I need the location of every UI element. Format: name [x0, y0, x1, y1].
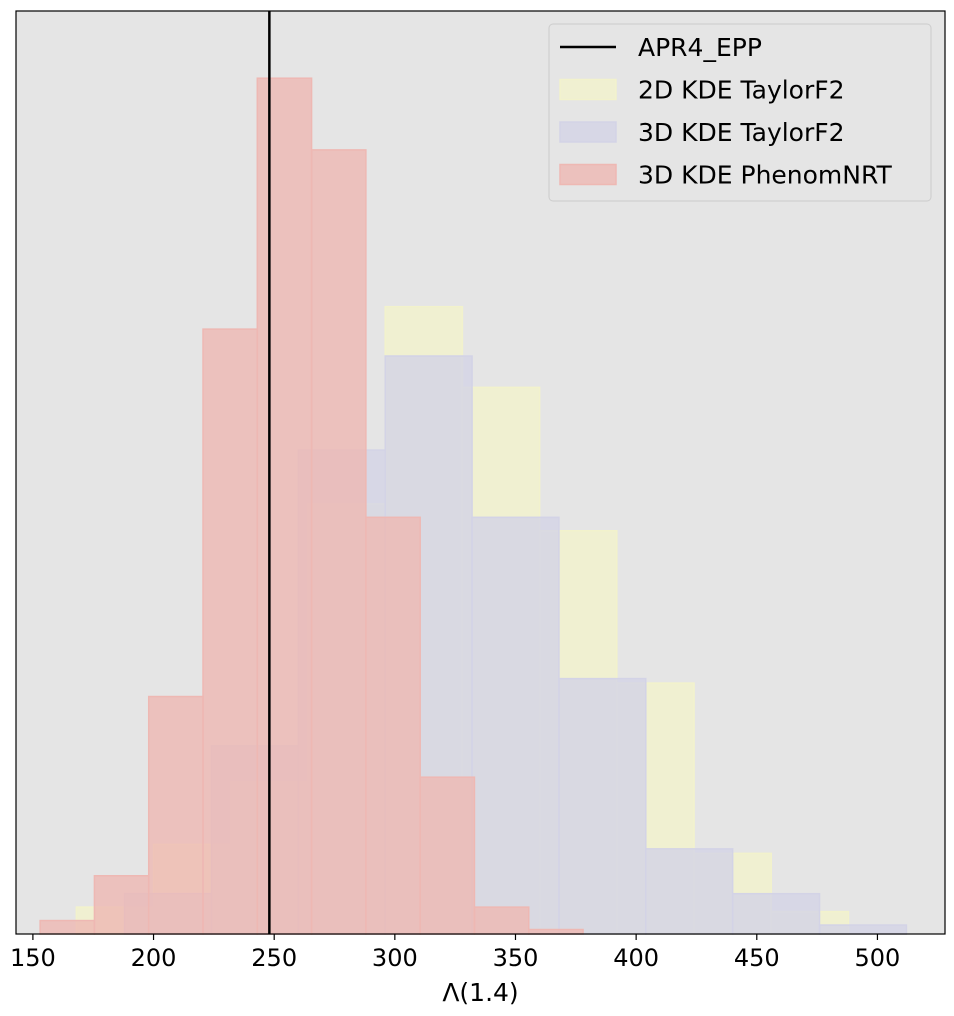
histogram-bar — [645, 848, 734, 935]
legend: APR4_EPP 2D KDE TaylorF2 3D KDE TaylorF2 3D… — [548, 23, 932, 202]
histogram-bar — [147, 695, 204, 935]
x-axis-label: Λ(1.4) — [442, 978, 518, 1007]
histogram-bar — [202, 328, 259, 935]
x-tick-label: 400 — [613, 944, 659, 972]
histogram-bar — [558, 677, 647, 935]
histogram-bar — [818, 924, 908, 935]
histogram-bar — [310, 149, 367, 935]
legend-patch-swatch — [559, 121, 617, 143]
histogram-bar — [419, 776, 476, 935]
histogram-bar — [39, 919, 96, 935]
histogram-bar — [365, 516, 421, 935]
x-tick-label: 200 — [131, 944, 177, 972]
legend-patch-swatch — [559, 163, 617, 186]
legend-box — [548, 23, 932, 202]
x-tick-label: 500 — [855, 944, 901, 972]
legend-entry-label: 3D KDE PhenomNRT — [638, 161, 893, 190]
x-tick-label: 150 — [10, 944, 56, 972]
histogram-bar — [473, 906, 530, 935]
legend-entry-label: 2D KDE TaylorF2 — [638, 76, 845, 105]
x-tick-label: 350 — [493, 944, 539, 972]
histogram-bar — [93, 875, 150, 935]
histogram-bar — [256, 77, 313, 935]
legend-entry-label: APR4_EPP — [638, 33, 762, 62]
histogram-bar — [471, 516, 560, 935]
histogram-bars — [39, 77, 908, 935]
x-tick-label: 300 — [372, 944, 418, 972]
legend-entry-label: 3D KDE TaylorF2 — [638, 118, 845, 147]
histogram-bar — [731, 892, 821, 935]
series-3 — [39, 77, 584, 935]
x-axis-ticks: 150 200 250 300 350 400 450 500 — [10, 934, 900, 972]
legend-patch-swatch — [559, 78, 617, 101]
histogram-bar — [528, 928, 584, 935]
plot-frame — [15, 10, 946, 935]
x-tick-label: 250 — [251, 944, 297, 972]
x-tick-label: 450 — [734, 944, 780, 972]
